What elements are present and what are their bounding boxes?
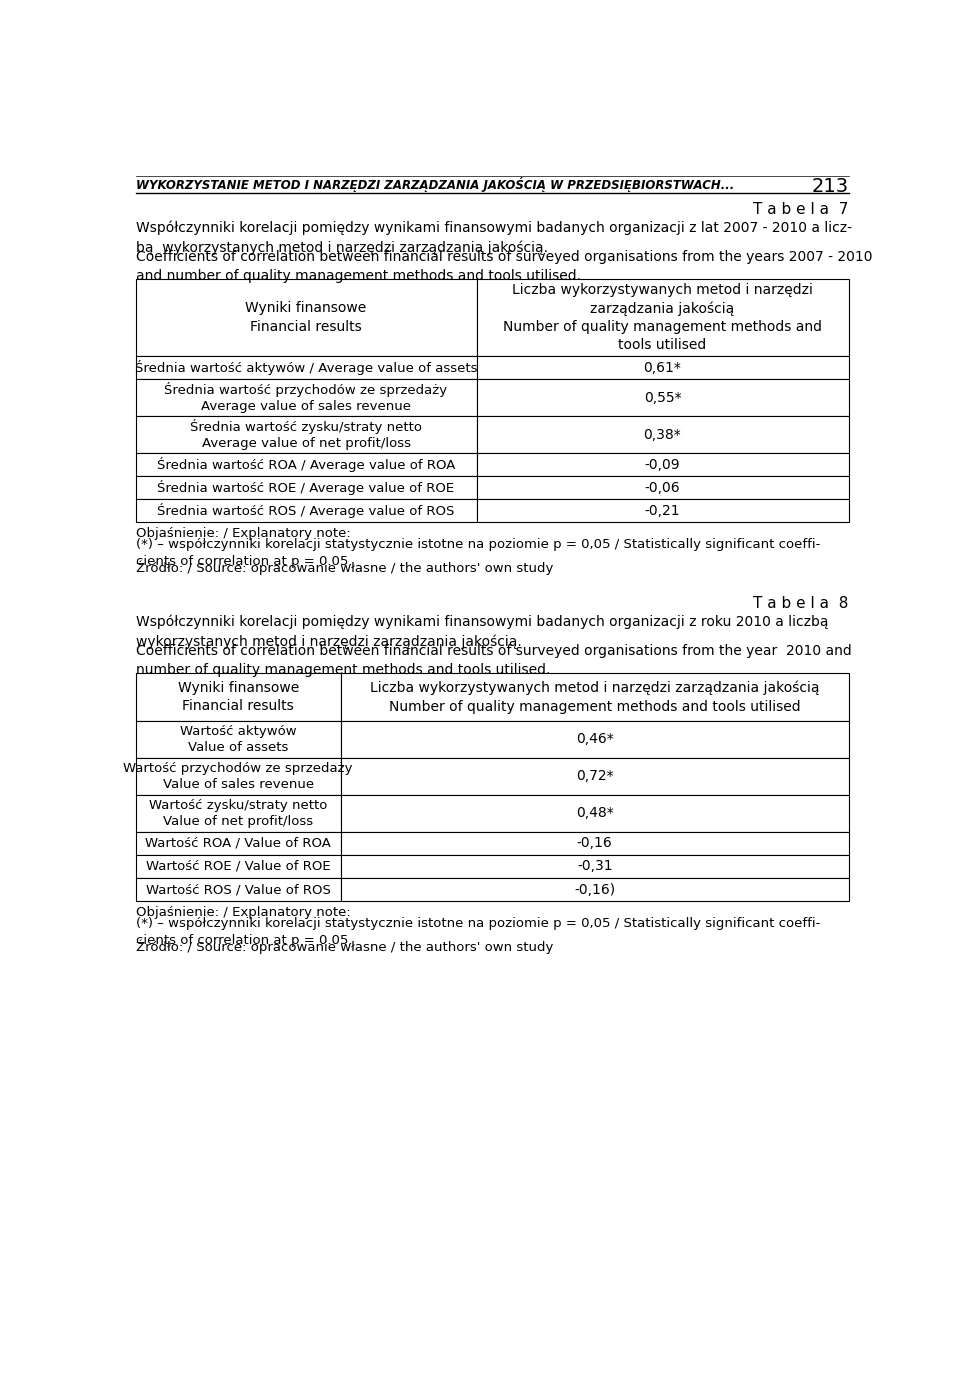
Text: 0,46*: 0,46*: [576, 733, 613, 747]
Bar: [341, 720, 849, 758]
Text: Średnia wartość przychodów ze sprzedaży
Average value of sales revenue: Średnia wartość przychodów ze sprzedaży …: [164, 382, 447, 414]
Text: -0,31: -0,31: [577, 859, 612, 873]
Text: 0,55*: 0,55*: [644, 390, 682, 404]
Bar: [476, 416, 849, 452]
Text: Wartość przychodów ze sprzedaży
Value of sales revenue: Wartość przychodów ze sprzedaży Value of…: [124, 762, 353, 791]
Bar: [476, 279, 849, 355]
Text: Wartość ROE / Value of ROE: Wartość ROE / Value of ROE: [146, 861, 330, 873]
Text: -0,06: -0,06: [645, 480, 681, 494]
Text: Wartość aktywów
Value of assets: Wartość aktywów Value of assets: [180, 725, 297, 754]
Bar: [135, 831, 341, 855]
Text: Źródło: / Source: opracowanie własne / the authors' own study: Źródło: / Source: opracowanie własne / t…: [135, 561, 553, 575]
Bar: [135, 500, 476, 522]
Text: Coefficients of correlation between financial results of surveyed organisations : Coefficients of correlation between fina…: [135, 250, 872, 283]
Text: -0,16): -0,16): [574, 883, 615, 897]
Text: Liczba wykorzystywanych metod i narzędzi zarządzania jakością
Number of quality : Liczba wykorzystywanych metod i narzędzi…: [370, 680, 820, 713]
Text: Średnia wartość ROA / Average value of ROA: Średnia wartość ROA / Average value of R…: [156, 457, 455, 472]
Text: 0,61*: 0,61*: [643, 361, 682, 375]
Text: Średnia wartość aktywów / Average value of assets: Średnia wartość aktywów / Average value …: [134, 359, 477, 375]
Bar: [476, 379, 849, 416]
Text: (*) – współczynniki korelacji statystycznie istotne na poziomie p = 0,05 / Stati: (*) – współczynniki korelacji statystycz…: [135, 537, 820, 568]
Bar: [135, 379, 476, 416]
Bar: [135, 279, 476, 355]
Text: Wartość ROA / Value of ROA: Wartość ROA / Value of ROA: [145, 837, 331, 849]
Text: Wartość ROS / Value of ROS: Wartość ROS / Value of ROS: [146, 883, 330, 897]
Text: Średnia wartość ROS / Average value of ROS: Średnia wartość ROS / Average value of R…: [157, 504, 455, 518]
Text: Objaśnienie: / Explanatory note:: Objaśnienie: / Explanatory note:: [135, 527, 350, 540]
Bar: [135, 758, 341, 795]
Bar: [135, 795, 341, 831]
Bar: [341, 831, 849, 855]
Bar: [476, 355, 849, 379]
Bar: [341, 673, 849, 720]
Text: Wyniki finansowe
Financial results: Wyniki finansowe Financial results: [246, 301, 367, 333]
Text: 0,72*: 0,72*: [576, 769, 613, 783]
Bar: [135, 452, 476, 476]
Text: Średnia wartość ROE / Average value of ROE: Średnia wartość ROE / Average value of R…: [157, 480, 455, 496]
Text: Współczynniki korelacji pomiędzy wynikami finansowymi badanych organizacji z lat: Współczynniki korelacji pomiędzy wynikam…: [135, 221, 852, 255]
Bar: [341, 795, 849, 831]
Text: Wartość zysku/straty netto
Value of net profit/loss: Wartość zysku/straty netto Value of net …: [149, 798, 327, 829]
Text: WYKORZYSTANIE METOD I NARZĘDZI ZARZĄDZANIA JAKOŚCIĄ W PRZEDSIĘBIORSTWACH...: WYKORZYSTANIE METOD I NARZĘDZI ZARZĄDZAN…: [135, 178, 733, 193]
Bar: [341, 758, 849, 795]
Text: Współczynniki korelacji pomiędzy wynikami finansowymi badanych organizacji z rok: Współczynniki korelacji pomiędzy wynikam…: [135, 615, 828, 650]
Text: Średnia wartość zysku/straty netto
Average value of net profit/loss: Średnia wartość zysku/straty netto Avera…: [190, 419, 422, 450]
Text: Źródło: / Source: opracowanie własne / the authors' own study: Źródło: / Source: opracowanie własne / t…: [135, 940, 553, 954]
Bar: [476, 452, 849, 476]
Bar: [135, 720, 341, 758]
Text: -0,16: -0,16: [577, 837, 612, 851]
Text: Coefficients of correlation between financial results of surveyed organisations : Coefficients of correlation between fina…: [135, 644, 852, 677]
Text: Liczba wykorzystywanych metod i narzędzi
zarządzania jakością
Number of quality : Liczba wykorzystywanych metod i narzędzi…: [503, 283, 822, 353]
Text: 213: 213: [811, 178, 849, 196]
Text: Wyniki finansowe
Financial results: Wyniki finansowe Financial results: [178, 682, 299, 713]
Text: T a b e l a  8: T a b e l a 8: [754, 597, 849, 611]
Bar: [135, 355, 476, 379]
Bar: [341, 879, 849, 901]
Text: 0,38*: 0,38*: [643, 428, 682, 441]
Bar: [135, 673, 341, 720]
Text: (*) – współczynniki korelacji statystycznie istotne na poziomie p = 0,05 / Stati: (*) – współczynniki korelacji statystycz…: [135, 916, 820, 947]
Bar: [135, 879, 341, 901]
Bar: [135, 416, 476, 452]
Bar: [135, 476, 476, 500]
Bar: [341, 855, 849, 879]
Text: -0,21: -0,21: [645, 504, 681, 518]
Text: T a b e l a  7: T a b e l a 7: [754, 203, 849, 217]
Bar: [476, 476, 849, 500]
Bar: [135, 855, 341, 879]
Text: 0,48*: 0,48*: [576, 806, 613, 820]
Bar: [476, 500, 849, 522]
Text: Objaśnienie: / Explanatory note:: Objaśnienie: / Explanatory note:: [135, 906, 350, 919]
Text: -0,09: -0,09: [645, 458, 681, 472]
